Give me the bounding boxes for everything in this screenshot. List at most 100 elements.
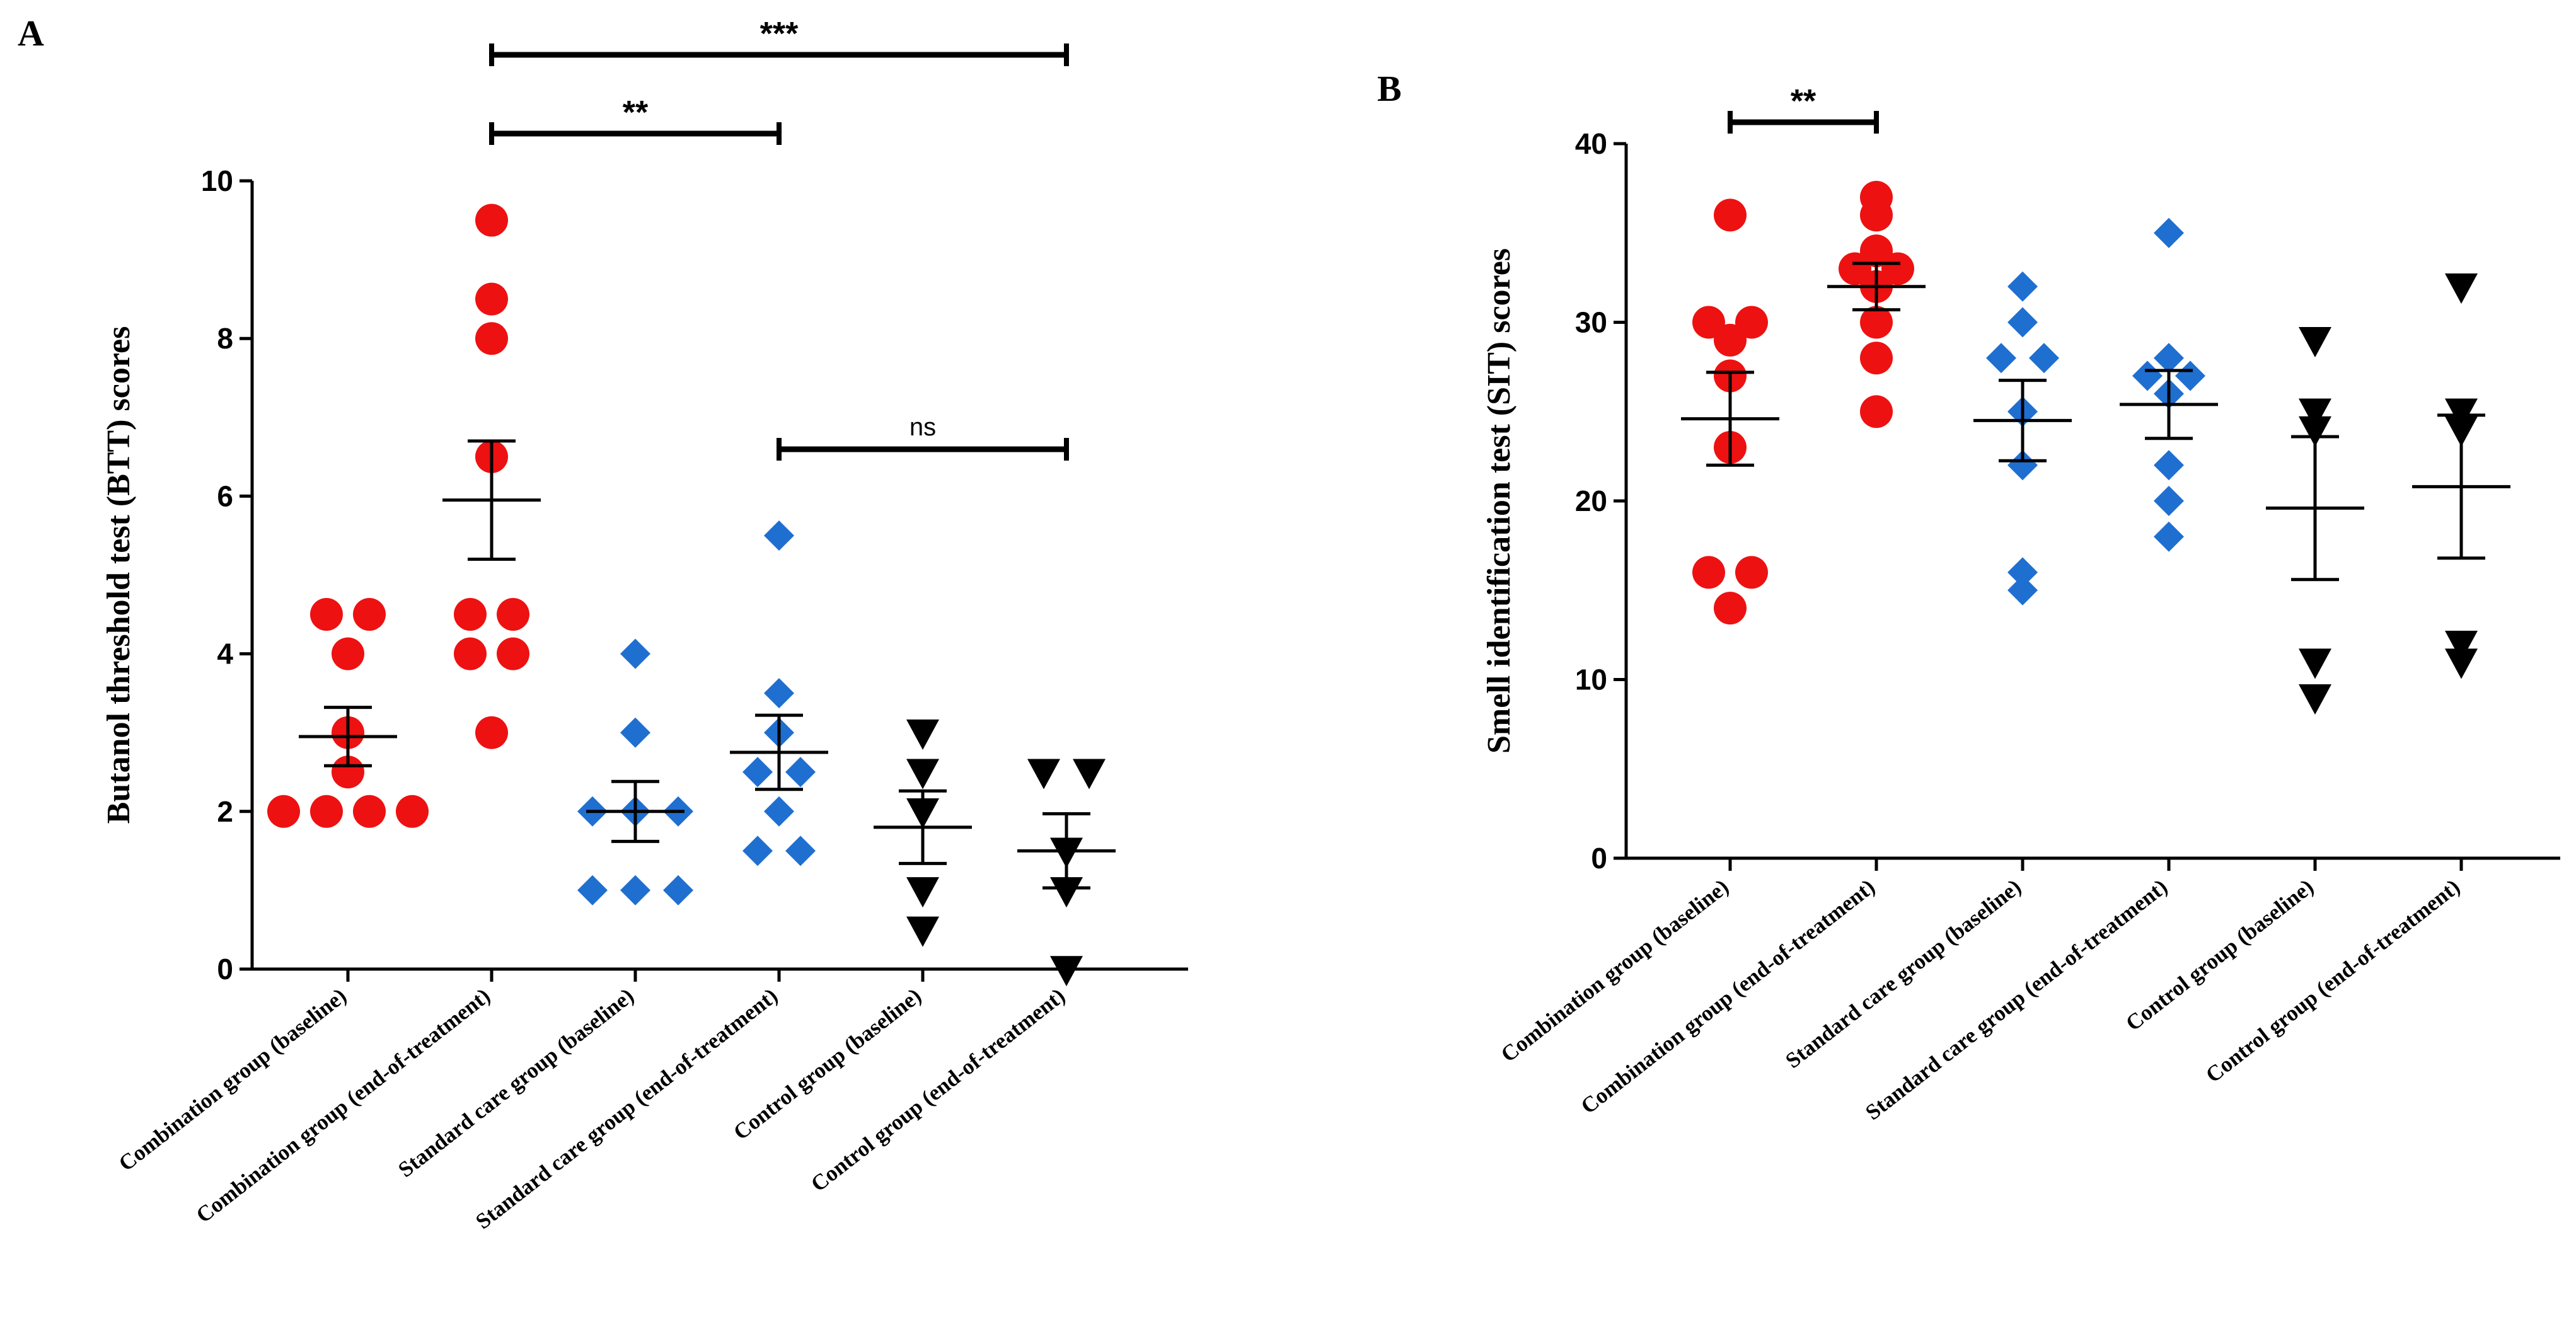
y-tick-label: 8: [217, 322, 233, 355]
data-point-diamond: [2007, 557, 2038, 588]
data-point-triangle: [1050, 877, 1083, 908]
data-point-diamond: [620, 717, 650, 748]
data-point-circle: [1881, 252, 1914, 285]
data-point-diamond: [2154, 486, 2184, 516]
y-tick-label: 0: [217, 953, 233, 985]
data-point-circle: [1860, 395, 1893, 428]
data-point-circle: [1860, 234, 1893, 268]
data-point-circle: [475, 322, 508, 355]
data-point-diamond: [2154, 343, 2184, 374]
data-point-triangle: [2299, 416, 2331, 447]
data-point-circle: [396, 795, 429, 828]
data-point-circle: [1735, 306, 1768, 339]
data-point-diamond: [2007, 575, 2038, 606]
data-point-triangle: [2299, 398, 2331, 429]
panel-b-chart: 0 10 20 30 40 Smell identification test (SIT)…: [1481, 83, 2560, 1125]
data-point-diamond: [663, 875, 693, 905]
data-point-circle: [475, 282, 508, 316]
y-tick-label: 10: [1575, 663, 1607, 696]
data-point-diamond: [2175, 360, 2205, 391]
y-axis-title: Smell identification test (SIT) scores: [1481, 248, 1517, 754]
x-category-label: Control group (end-of-treatment): [806, 984, 1070, 1197]
x-category-label: Standard care group (baseline): [393, 984, 638, 1182]
data-point-diamond: [785, 836, 816, 866]
data-point-circle: [310, 795, 343, 828]
y-tick-label: 40: [1575, 127, 1607, 160]
data-point-circle: [1714, 592, 1747, 625]
data-point-diamond: [2007, 307, 2038, 338]
data-point-triangle: [2299, 327, 2331, 358]
x-category-label: Standard care group (end-of-treatment): [471, 984, 782, 1234]
data-point-circle: [454, 637, 487, 670]
data-point-diamond: [2154, 450, 2184, 481]
data-point-circle: [1860, 198, 1893, 232]
y-tick-label: 2: [217, 795, 233, 828]
data-point-triangle: [2445, 648, 2478, 679]
data-point-diamond: [2007, 271, 2038, 302]
data-point-circle: [310, 598, 343, 631]
data-point-circle: [497, 637, 529, 670]
data-point-diamond: [785, 757, 816, 788]
data-point-circle: [332, 755, 364, 789]
data-point-circle: [475, 204, 508, 237]
data-point-triangle: [906, 877, 939, 908]
data-point-circle: [267, 795, 300, 828]
data-point-circle: [475, 716, 508, 749]
data-point-circle: [1692, 306, 1725, 339]
data-point-diamond: [620, 875, 650, 905]
data-point-circle: [1692, 556, 1725, 589]
y-tick-label: 30: [1575, 306, 1607, 339]
data-point-diamond: [620, 638, 650, 669]
y-tick-label: 6: [217, 480, 233, 512]
data-point-circle: [1714, 323, 1747, 357]
data-point-diamond: [2007, 450, 2038, 481]
significance-label: **: [623, 95, 649, 131]
data-point-triangle: [1027, 759, 1060, 790]
data-point-circle: [1735, 556, 1768, 589]
data-point-diamond: [764, 796, 794, 827]
data-point-circle: [353, 598, 386, 631]
data-point-triangle: [1073, 759, 1106, 790]
data-point-diamond: [742, 757, 773, 788]
data-point-diamond: [2029, 343, 2059, 374]
significance-label: ***: [760, 16, 799, 52]
y-tick-label: 10: [201, 164, 233, 197]
x-category-label: Combination group (end-of-treatment): [192, 984, 495, 1228]
data-point-circle: [454, 598, 487, 631]
data-point-triangle: [2445, 631, 2478, 662]
data-point-triangle: [906, 916, 939, 947]
data-point-circle: [332, 637, 364, 670]
data-point-circle: [1839, 252, 1871, 285]
x-category-label: Combination group (baseline): [114, 984, 351, 1176]
data-point-triangle: [2299, 684, 2331, 715]
x-category-label: Standard care group (end-of-treatment): [1861, 875, 2172, 1125]
x-category-label: Standard care group (baseline): [1781, 875, 2025, 1073]
x-category-label: Combination group (end-of-treatment): [1576, 875, 1880, 1119]
data-point-diamond: [2154, 217, 2184, 248]
y-tick-label: 20: [1575, 485, 1607, 517]
y-axis-title: Butanol threshold test (BTT) scores: [101, 326, 137, 824]
y-tick-label: 4: [217, 638, 233, 670]
data-point-circle: [353, 795, 386, 828]
data-point-circle: [497, 598, 529, 631]
data-point-circle: [1860, 342, 1893, 375]
data-point-diamond: [1986, 343, 2016, 374]
data-point-triangle: [2299, 648, 2331, 679]
y-tick-label: 0: [1591, 842, 1607, 875]
panel-b-label: B: [1377, 68, 1402, 109]
data-point-triangle: [1050, 956, 1083, 987]
panel-a-label: A: [18, 13, 44, 54]
data-point-diamond: [2154, 521, 2184, 552]
data-point-circle: [1714, 198, 1747, 232]
panel-a-chart: 0 2 4 6 8 10 Butanol threshold test (BTT) scor…: [101, 16, 1188, 1234]
data-point-triangle: [906, 759, 939, 790]
x-category-label: Control group (end-of-treatment): [2201, 875, 2464, 1088]
x-category-label: Combination group (baseline): [1496, 875, 1733, 1067]
data-point-diamond: [2132, 360, 2163, 391]
significance-label: ns: [910, 413, 936, 441]
data-point-diamond: [742, 836, 773, 866]
data-point-triangle: [906, 719, 939, 750]
data-point-circle: [1860, 306, 1893, 339]
data-point-diamond: [764, 520, 794, 551]
